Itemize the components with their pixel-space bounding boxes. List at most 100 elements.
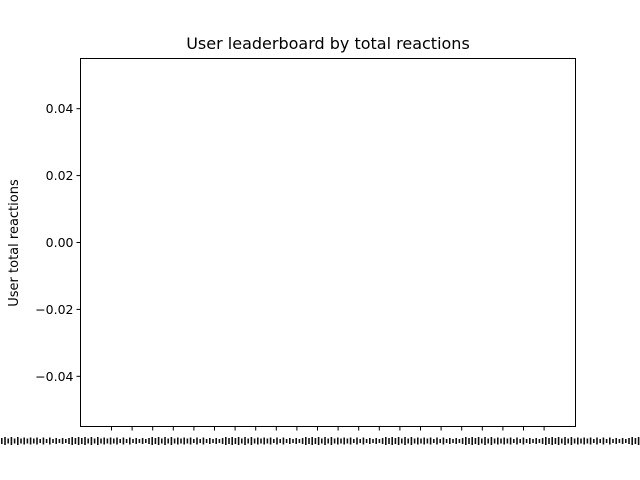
x-tick-label-glyph — [500, 438, 502, 444]
x-tick-label-glyph — [189, 437, 192, 445]
x-tick-label-glyph — [74, 438, 77, 444]
x-tick-label-glyph — [81, 438, 83, 444]
x-tick-label-glyph — [209, 438, 211, 444]
x-tick-label-glyph — [97, 437, 99, 445]
x-tick-label-glyph — [314, 438, 317, 444]
x-tick-label-glyph — [308, 438, 310, 444]
x-tick-label-glyph — [298, 439, 301, 443]
x-tick-label-glyph — [145, 439, 147, 443]
x-tick-label-glyph — [33, 438, 35, 444]
x-tick-label-glyph — [391, 437, 393, 445]
x-tick-label-glyph — [439, 439, 441, 443]
x-tick-label-glyph — [77, 437, 80, 445]
y-tick-label: 0.00 — [46, 235, 74, 250]
x-tick-label-glyph — [122, 437, 125, 445]
x-tick-label-glyph — [513, 439, 515, 443]
x-tick-label-glyph — [583, 437, 585, 445]
x-tick-label-glyph — [433, 439, 435, 443]
x-tick-label-glyph — [129, 437, 131, 445]
x-tick-label-glyph — [125, 439, 128, 443]
x-tick-label-glyph — [509, 437, 512, 445]
x-tick-label-glyph — [282, 437, 285, 445]
plot-frame — [80, 58, 576, 427]
x-tick-label-glyph — [225, 437, 227, 445]
x-tick-label-glyph — [305, 437, 307, 445]
x-tick-label-glyph — [621, 438, 624, 444]
x-tick-label-glyph — [269, 437, 272, 445]
x-tick-label-glyph — [202, 437, 205, 445]
x-tick-label-glyph — [436, 437, 438, 445]
x-tick-label-glyph — [634, 438, 637, 444]
x-tick-label-glyph — [442, 437, 445, 445]
x-tick-label-glyph — [362, 437, 365, 445]
x-tick-label-glyph — [455, 438, 457, 444]
x-tick-label-glyph — [593, 439, 595, 443]
x-tick-label-glyph — [420, 438, 422, 444]
x-tick-label-glyph — [477, 437, 480, 445]
x-tick-label-glyph — [170, 437, 173, 445]
x-tick-label-glyph — [343, 437, 345, 445]
x-tick-label-glyph — [132, 439, 134, 443]
x-tick-label-glyph — [279, 439, 281, 443]
y-tick-label: 0.02 — [46, 168, 74, 183]
x-tick-label-glyph — [487, 438, 489, 444]
x-tick-label-glyph — [349, 437, 352, 445]
x-tick-label-glyph — [525, 439, 528, 443]
x-tick-label-glyph — [321, 438, 323, 444]
x-tick-label-glyph — [292, 439, 294, 443]
x-tick-label-glyph — [461, 438, 464, 444]
x-tick-label-glyph — [180, 438, 182, 444]
x-tick-label-glyph — [541, 438, 544, 444]
x-tick-label-glyph — [29, 437, 32, 445]
x-tick-label-glyph — [253, 438, 256, 444]
x-tick-label-glyph — [378, 439, 381, 443]
x-tick-label-glyph — [1, 438, 3, 444]
x-tick-label-glyph — [609, 437, 611, 445]
x-tick-label-glyph — [103, 437, 105, 445]
x-tick-label-glyph — [394, 438, 397, 444]
x-tick-label-glyph — [356, 437, 358, 445]
x-tick-label-glyph — [468, 438, 470, 444]
x-tick-label-glyph — [372, 439, 374, 443]
x-tick-label-glyph — [557, 437, 560, 445]
x-tick-label-glyph — [481, 438, 483, 444]
x-tick-label-glyph — [20, 438, 22, 444]
x-tick-label-glyph — [100, 438, 102, 444]
x-tick-label-glyph — [602, 437, 605, 445]
x-tick-label-glyph — [167, 438, 169, 444]
x-tick-label-glyph — [186, 438, 189, 444]
x-tick-label-glyph — [551, 437, 553, 445]
x-tick-label-glyph — [567, 438, 569, 444]
x-tick-label-glyph — [474, 438, 477, 444]
x-tick-label-glyph — [285, 439, 288, 443]
x-tick-label-glyph — [317, 437, 320, 445]
x-tick-label-glyph — [465, 437, 467, 445]
x-tick-label-glyph — [68, 438, 70, 444]
x-tick-label-glyph — [618, 439, 621, 443]
x-tick-label-glyph — [148, 438, 150, 444]
x-tick-label-glyph — [173, 438, 176, 444]
x-tick-label-glyph — [113, 438, 115, 444]
x-tick-label-glyph — [71, 437, 73, 445]
x-tick-label-glyph — [413, 438, 416, 444]
x-tick-label-glyph — [164, 437, 166, 445]
x-tick-label-glyph — [49, 437, 51, 445]
x-tick-label-glyph — [564, 437, 566, 445]
x-tick-label-glyph — [506, 438, 509, 444]
y-axis-label: User total reactions — [7, 179, 22, 307]
x-tick-label-glyph — [554, 438, 557, 444]
x-tick-label-glyph — [65, 439, 67, 443]
x-axis — [1, 426, 640, 445]
x-tick-label-glyph — [605, 439, 608, 443]
x-tick-label-glyph — [17, 437, 19, 445]
x-tick-label-glyph — [177, 437, 179, 445]
x-tick-label-glyph — [625, 439, 627, 443]
x-tick-label-glyph — [241, 438, 243, 444]
x-tick-label-glyph — [631, 437, 633, 445]
x-tick-label-glyph — [135, 438, 137, 444]
x-tick-label-glyph — [55, 438, 57, 444]
x-tick-label-glyph — [263, 437, 265, 445]
x-tick-label-glyph — [333, 438, 336, 444]
x-tick-label-glyph — [324, 437, 326, 445]
x-tick-label-glyph — [301, 438, 304, 444]
